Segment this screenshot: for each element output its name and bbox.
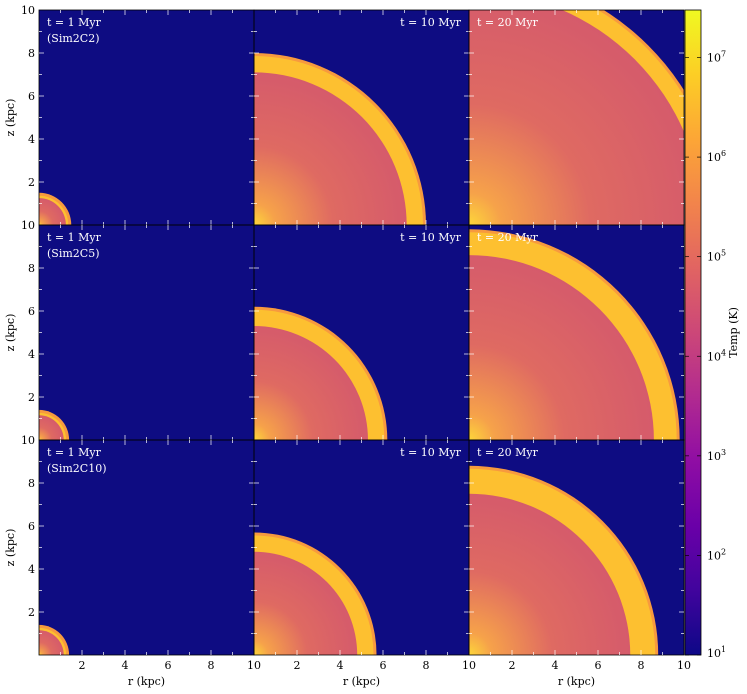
y-tick-label: 2 [28, 391, 35, 404]
y-tick-label: 4 [28, 133, 35, 146]
bubble-interior [254, 551, 358, 655]
x-tick-label: 2 [294, 659, 301, 672]
ambient-region [39, 225, 254, 440]
y-tick-label: 2 [28, 176, 35, 189]
x-tick-label: 4 [552, 659, 559, 672]
x-tick-label: 10 [462, 659, 476, 672]
time-label: t = 1 Myr [47, 231, 102, 244]
bubble-interior [39, 630, 64, 655]
colorbar-tick-label: 101 [707, 645, 726, 660]
simulation-label: (Sim2C2) [47, 32, 99, 45]
y-tick-label: 10 [21, 4, 35, 17]
x-tick-label: 8 [638, 659, 645, 672]
x-axis-label: r (kpc) [558, 675, 595, 688]
y-tick-label: 6 [28, 520, 35, 533]
y-tick-label: 8 [28, 47, 35, 60]
x-tick-label: 2 [509, 659, 516, 672]
time-label: t = 1 Myr [47, 446, 102, 459]
y-tick-label: 4 [28, 563, 35, 576]
y-tick-label: 6 [28, 90, 35, 103]
bubble-interior [469, 10, 684, 225]
x-tick-label: 10 [247, 659, 261, 672]
panel-r1-c3: t = 20 Myr [469, 10, 684, 225]
panel-r3-c1: t = 1 Myr (Sim2C10) [39, 440, 254, 655]
panel-r2-c2: t = 10 Myr [254, 225, 469, 440]
panel-r2-c3: t = 20 Myr [469, 225, 684, 440]
x-tick-label: 4 [337, 659, 344, 672]
x-tick-label: 2 [79, 659, 86, 672]
y-tick-label: 10 [21, 219, 35, 232]
colorbar-tick-label: 104 [707, 348, 726, 363]
ambient-region [39, 440, 254, 655]
time-label: t = 20 Myr [477, 231, 539, 244]
simulation-label: (Sim2C5) [47, 247, 99, 260]
x-tick-label: 6 [380, 659, 387, 672]
bubble-interior [254, 326, 368, 440]
bubble-interior [254, 72, 407, 225]
x-tick-label: 8 [423, 659, 430, 672]
colorbar-tick-label: 102 [707, 547, 726, 562]
simulation-label: (Sim2C10) [47, 462, 106, 475]
y-axis-label: z (kpc) [4, 529, 17, 567]
panel-r2-c1: t = 1 Myr (Sim2C5) [39, 225, 254, 440]
time-label: t = 1 Myr [47, 16, 102, 29]
panel-r3-c3: t = 20 Myr [469, 440, 684, 655]
time-label: t = 10 Myr [400, 231, 462, 244]
colorbar-tick-label: 106 [707, 149, 726, 164]
time-label: t = 10 Myr [400, 446, 462, 459]
time-label: t = 20 Myr [477, 16, 539, 29]
bubble-interior [469, 255, 654, 440]
y-axis-label: z (kpc) [4, 99, 17, 137]
bubble-interior [39, 198, 66, 225]
x-tick-label: 6 [595, 659, 602, 672]
panel-r1-c1: t = 1 Myr (Sim2C2) [39, 10, 254, 225]
x-tick-label: 4 [122, 659, 129, 672]
colorbar-tick-label: 103 [707, 448, 726, 463]
y-tick-label: 10 [21, 434, 35, 447]
y-tick-label: 6 [28, 305, 35, 318]
time-label: t = 20 Myr [477, 446, 539, 459]
y-tick-label: 4 [28, 348, 35, 361]
colorbar-tick-label: 107 [707, 50, 726, 65]
panel-r3-c2: t = 10 Myr [254, 440, 469, 655]
ambient-region [39, 10, 254, 225]
colorbar-label: Temp (K) [727, 307, 740, 358]
bubble-interior [469, 493, 631, 655]
x-axis-label: r (kpc) [343, 675, 380, 688]
time-label: t = 10 Myr [400, 16, 462, 29]
colorbar-gradient [684, 9, 702, 656]
y-axis-label: z (kpc) [4, 314, 17, 352]
bubble-interior [39, 415, 64, 440]
x-tick-label: 8 [208, 659, 215, 672]
x-axis-label: r (kpc) [128, 675, 165, 688]
y-tick-label: 8 [28, 477, 35, 490]
colorbar-tick-label: 105 [707, 249, 726, 264]
x-tick-label: 6 [165, 659, 172, 672]
colorbar: 101 102 103 104 105 106 107 Temp (K) [684, 9, 740, 660]
y-tick-label: 8 [28, 262, 35, 275]
panel-r1-c2: t = 10 Myr [254, 10, 469, 225]
y-tick-label: 2 [28, 606, 35, 619]
x-tick-label: 10 [677, 659, 691, 672]
